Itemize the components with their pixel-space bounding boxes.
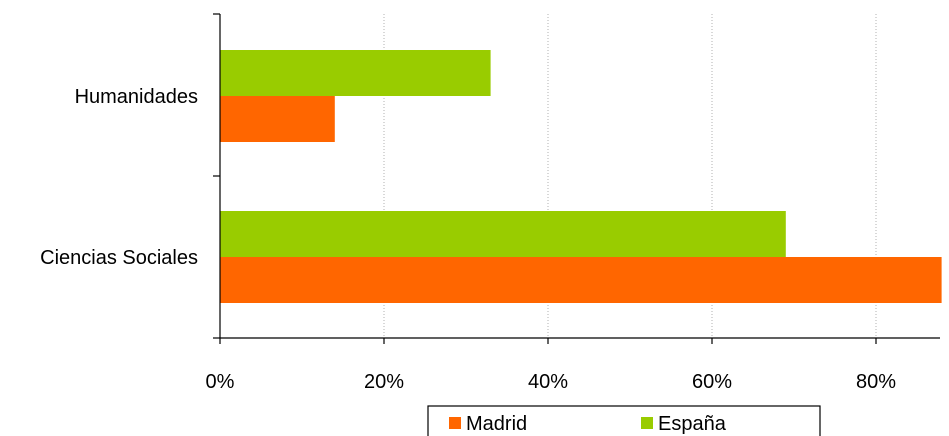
bars xyxy=(220,50,942,303)
bar-espaa-0 xyxy=(220,50,491,96)
x-tick-label: 20% xyxy=(364,371,404,393)
bar-madrid-0 xyxy=(220,96,335,142)
category-labels: Humanidades Ciencias Sociales xyxy=(40,86,198,269)
legend-swatch xyxy=(449,417,461,429)
category-label: Humanidades xyxy=(75,86,198,108)
x-tick-label: 40% xyxy=(528,371,568,393)
category-label: Ciencias Sociales xyxy=(40,247,198,269)
legend: Madrid España xyxy=(427,405,821,436)
x-tick-label: 80% xyxy=(856,371,896,393)
bar-espaa-1 xyxy=(220,211,786,257)
legend-box xyxy=(427,405,821,436)
legend-swatch xyxy=(641,417,653,429)
axes xyxy=(213,13,940,344)
legend-label: Madrid xyxy=(466,413,527,435)
bar-madrid-1 xyxy=(220,257,942,303)
legend-label: España xyxy=(658,413,727,435)
x-tick-label: 0% xyxy=(206,371,235,393)
x-tick-label: 60% xyxy=(692,371,732,393)
x-tick-labels: 0% 20% 40% 60% 80% xyxy=(206,371,897,393)
